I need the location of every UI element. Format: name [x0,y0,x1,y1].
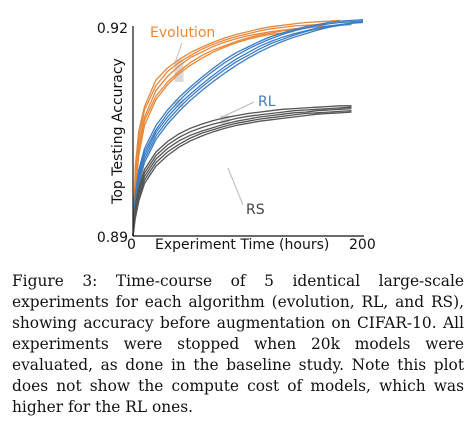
y-tick-label-bottom: 0.89 [97,230,128,246]
rl-annotation-leader [219,101,255,119]
evolution-series-line-3 [132,27,306,237]
evolution-annotation: Evolution [150,25,215,41]
rl-series-line-4 [132,21,364,237]
rl-annotation: RL [258,94,276,110]
rs-annotation: RS [246,202,265,218]
x-tick-label-end: 200 [349,237,376,253]
rl-series-line-2 [132,20,364,237]
y-axis-title: Top Testing Accuracy [110,58,126,205]
rs-series-line-3 [132,107,352,237]
evolution-series-line-2 [132,23,329,237]
chart: 0.92 0.89 0 200 Experiment Time (hours) … [97,19,376,253]
evolution-series-line-5 [132,30,295,237]
figure-caption: Figure 3: Time-course of 5 identical lar… [12,272,464,416]
rl-series-line-3 [132,21,364,237]
rl-series-line-1 [132,19,364,237]
rs-series-line-5 [132,111,352,237]
rs-series-line-1 [132,105,352,237]
rl-series-line-5 [132,23,352,237]
x-tick-label-start: 0 [127,237,136,253]
rs-range-marker [220,115,230,124]
rl-range-marker [174,99,184,108]
rs-series-line-2 [132,106,352,237]
evolution-series-line-1 [132,19,341,237]
y-tick-label-top: 0.92 [97,21,128,37]
rs-series-line-4 [132,110,352,237]
evolution-annotation-leader [175,42,183,61]
x-axis-title: Experiment Time (hours) [155,237,329,253]
rs-annotation-leader [227,167,244,206]
series-layer [132,19,364,237]
